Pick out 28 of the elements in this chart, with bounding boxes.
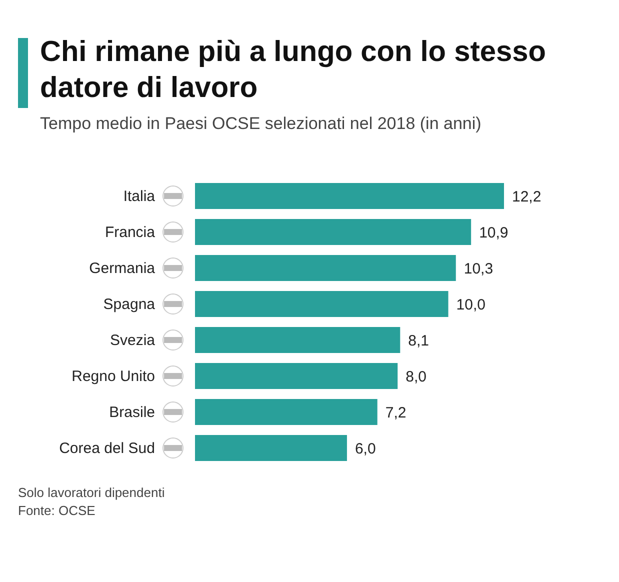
- bar: [195, 435, 347, 461]
- chart-subtitle: Tempo medio in Paesi OCSE selezionati nel 2018 (in anni): [40, 114, 482, 134]
- data-label: 10,3: [464, 260, 494, 278]
- y-tick-label: Brasile: [109, 404, 155, 421]
- chart-title: Chi rimane più a lungo con lo stesso datore di lavoro: [40, 35, 547, 106]
- y-tick-label: Italia: [123, 188, 156, 205]
- bar: [195, 255, 456, 281]
- bar: [195, 363, 398, 389]
- y-tick-label: Germania: [89, 260, 156, 277]
- data-label: 8,0: [406, 368, 426, 386]
- bar: [195, 399, 378, 425]
- y-tick-label: Regno Unito: [72, 368, 155, 385]
- bar: [195, 219, 472, 245]
- bar: [195, 183, 504, 209]
- y-tick-label: Corea del Sud: [59, 440, 155, 457]
- data-label: 10,9: [479, 224, 508, 242]
- data-label: 6,0: [354, 440, 376, 458]
- y-tick-label: Francia: [104, 224, 156, 241]
- data-label: 7,2: [385, 404, 406, 422]
- data-label: 8,1: [408, 332, 430, 350]
- data-label: 10,0: [456, 296, 486, 314]
- y-tick-label: Svezia: [110, 332, 156, 349]
- bar: [195, 291, 448, 317]
- source-note: Fonte: OCSE: [18, 502, 96, 520]
- y-tick-label: Spagna: [103, 296, 156, 313]
- bar: [195, 327, 400, 353]
- data-label: 12,2: [512, 188, 542, 206]
- text: Solo lavoratori dipendenti: [18, 484, 165, 502]
